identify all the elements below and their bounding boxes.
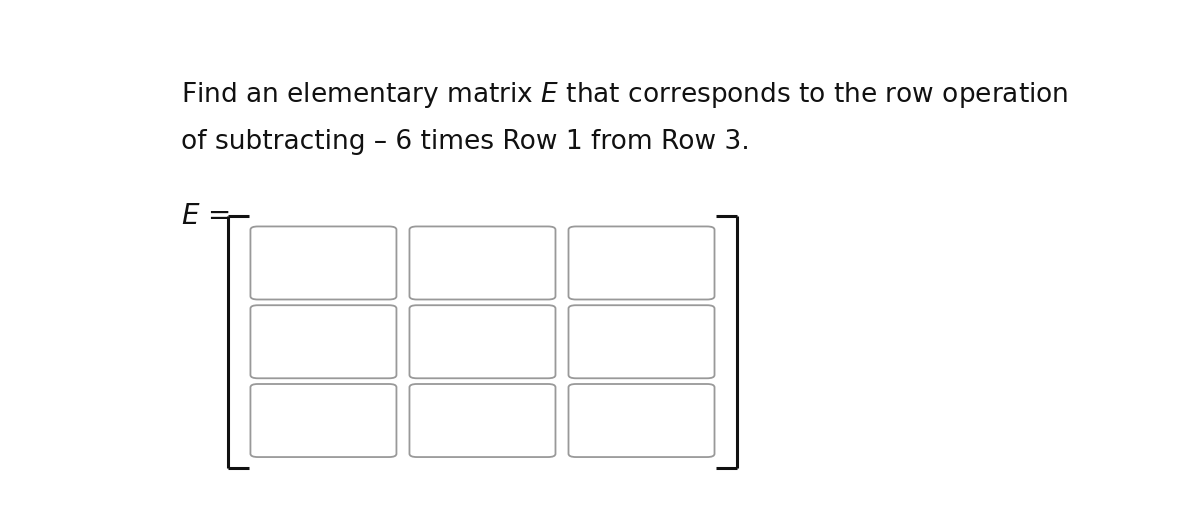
- FancyBboxPatch shape: [409, 305, 556, 378]
- FancyBboxPatch shape: [251, 226, 396, 299]
- FancyBboxPatch shape: [569, 305, 714, 378]
- FancyBboxPatch shape: [569, 384, 714, 457]
- FancyBboxPatch shape: [409, 226, 556, 299]
- FancyBboxPatch shape: [569, 226, 714, 299]
- FancyBboxPatch shape: [251, 305, 396, 378]
- Text: $E$ =: $E$ =: [181, 203, 229, 230]
- FancyBboxPatch shape: [409, 384, 556, 457]
- Text: of subtracting – 6 times Row 1 from Row 3.: of subtracting – 6 times Row 1 from Row …: [181, 129, 750, 155]
- Text: Find an elementary matrix $E$ that corresponds to the row operation: Find an elementary matrix $E$ that corre…: [181, 80, 1068, 110]
- FancyBboxPatch shape: [251, 384, 396, 457]
